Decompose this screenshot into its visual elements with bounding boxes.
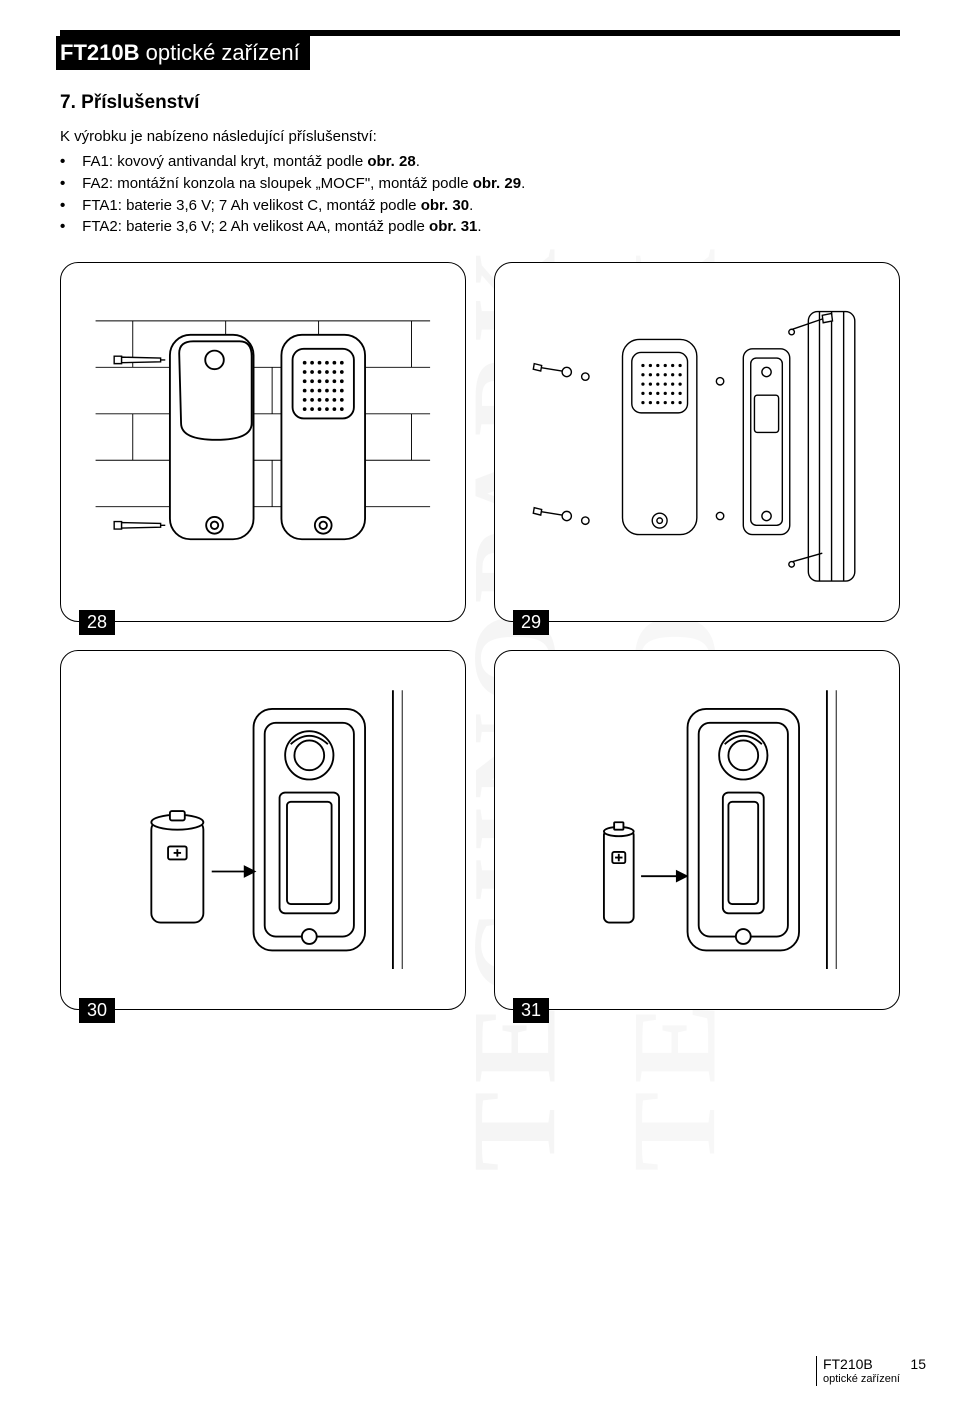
section-number: 7. <box>60 92 76 113</box>
accessory-suffix: . <box>477 218 481 235</box>
intro-text: K výrobku je nabízeno následující příslu… <box>60 128 900 145</box>
figure-number: 29 <box>513 610 549 635</box>
header-product: FT210B <box>60 40 139 65</box>
accessory-ref: obr. 30 <box>421 197 469 214</box>
accessory-ref: obr. 31 <box>429 218 477 235</box>
figure-30: 30 <box>60 650 466 1010</box>
list-item: FTA1: baterie 3,6 V; 7 Ah velikost C, mo… <box>60 195 900 217</box>
header: FT210B optické zařízení <box>60 30 900 70</box>
footer-product: FT210B <box>823 1356 900 1373</box>
accessory-desc: montážní konzola na sloupek „MOCF", mont… <box>117 175 468 192</box>
figure-28-illustration <box>77 277 449 606</box>
page-footer: FT210B optické zařízení 15 <box>816 1356 900 1386</box>
accessory-ref: obr. 28 <box>367 153 415 170</box>
accessory-code: FTA1 <box>82 197 118 214</box>
accessory-desc: baterie 3,6 V; 7 Ah velikost C, montáž p… <box>126 197 416 214</box>
figure-28: 28 <box>60 262 466 622</box>
page-content: FT210B optické zařízení 7. Příslušenství… <box>0 0 960 1040</box>
figure-29-illustration <box>511 277 883 606</box>
accessory-suffix: . <box>469 197 473 214</box>
accessory-ref: obr. 29 <box>473 175 521 192</box>
accessory-code: FA1 <box>82 153 109 170</box>
section-heading: 7. Příslušenství <box>60 92 900 114</box>
accessory-desc: baterie 3,6 V; 2 Ah velikost AA, montáž … <box>126 218 425 235</box>
footer-subtitle: optické zařízení <box>823 1373 900 1386</box>
figure-number: 31 <box>513 998 549 1023</box>
footer-page-number: 15 <box>910 1356 926 1373</box>
accessory-code: FA2 <box>82 175 109 192</box>
figure-29: 29 <box>494 262 900 622</box>
header-title: FT210B optické zařízení <box>56 36 310 70</box>
accessory-desc: kovový antivandal kryt, montáž podle <box>117 153 363 170</box>
figure-31-illustration <box>511 665 883 994</box>
list-item: FA2: montážní konzola na sloupek „MOCF",… <box>60 173 900 195</box>
accessory-code: FTA2 <box>82 218 118 235</box>
figure-number: 28 <box>79 610 115 635</box>
section-title-text: Příslušenství <box>81 92 199 113</box>
header-subtitle: optické zařízení <box>146 40 300 65</box>
accessory-suffix: . <box>416 153 420 170</box>
accessory-suffix: . <box>521 175 525 192</box>
figures-grid: 28 <box>60 262 900 1010</box>
list-item: FA1: kovový antivandal kryt, montáž podl… <box>60 151 900 173</box>
figure-30-illustration <box>77 665 449 994</box>
accessory-list: FA1: kovový antivandal kryt, montáž podl… <box>60 151 900 238</box>
figure-number: 30 <box>79 998 115 1023</box>
list-item: FTA2: baterie 3,6 V; 2 Ah velikost AA, m… <box>60 216 900 238</box>
figure-31: 31 <box>494 650 900 1010</box>
